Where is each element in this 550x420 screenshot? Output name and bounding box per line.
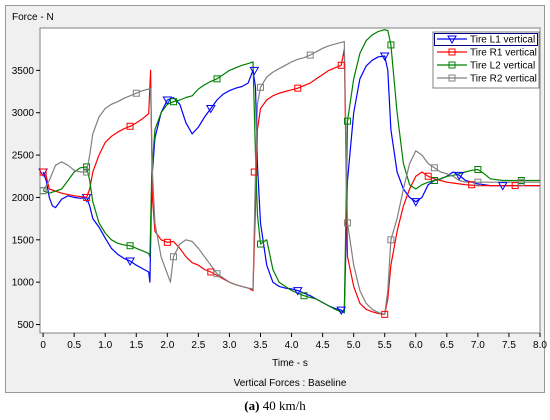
data-point-marker — [249, 66, 260, 76]
legend-label: Tire L2 vertical — [470, 61, 535, 72]
legend-marker — [447, 35, 457, 45]
y-tick-label: 2500 — [12, 151, 35, 162]
x-axis: 0 0.5 1.0 1.5 2.0 2.5 3.0 3.5 4.0 4.5 5.0 5.5 6.0 6.5… — [40, 333, 547, 351]
data-point-marker — [430, 164, 438, 172]
x-axis-title: Time - s — [272, 358, 308, 369]
caption-label: (a) — [244, 398, 260, 413]
y-tick-label: 3500 — [12, 66, 35, 77]
data-point-marker — [424, 172, 432, 180]
data-point-marker — [125, 257, 135, 266]
x-tick-label: 0 — [40, 340, 46, 351]
data-point-marker — [343, 219, 351, 227]
data-point-marker — [83, 168, 91, 176]
legend-marker — [448, 48, 456, 56]
x-tick-label: 5.5 — [378, 340, 392, 351]
data-point-marker — [497, 182, 508, 191]
x-tick-label: 1.0 — [98, 340, 112, 351]
data-point-marker — [83, 193, 91, 201]
data-point-marker — [83, 163, 91, 171]
series-layer — [38, 29, 540, 318]
data-point-marker — [300, 292, 308, 300]
data-point-marker — [126, 242, 134, 250]
x-tick-label: 4.0 — [285, 340, 299, 351]
x-tick-label: 0.5 — [67, 340, 81, 351]
legend-label: Tire L1 vertical — [470, 35, 535, 46]
legend-label: Tire R1 vertical — [470, 48, 537, 59]
y-tick-label: 2000 — [12, 193, 35, 204]
data-point-marker — [430, 177, 438, 184]
x-tick-label: 3.0 — [222, 340, 236, 351]
x-tick-label: 7.5 — [502, 340, 516, 351]
data-point-marker — [410, 198, 421, 207]
data-point-marker — [474, 178, 482, 186]
data-point-marker — [170, 253, 178, 261]
legend-label: Tire R2 vertical — [470, 74, 537, 85]
data-point-marker — [381, 310, 389, 318]
legend-marker — [448, 74, 456, 82]
data-point-marker — [170, 98, 178, 106]
data-point-marker — [292, 287, 303, 296]
data-point-marker — [343, 117, 351, 125]
x-tick-label: 8.0 — [533, 340, 547, 351]
x-tick-label: 1.5 — [129, 340, 143, 351]
y-tick-label: 1500 — [12, 235, 35, 246]
data-point-marker — [256, 240, 264, 248]
data-point-marker — [387, 41, 395, 49]
series-line — [42, 48, 540, 315]
data-point-marker — [294, 84, 302, 92]
data-point-marker — [517, 178, 525, 186]
y-tick-label: 1000 — [12, 278, 35, 289]
y-axis: 500 1000 1500 2000 2500 3000 3500 — [12, 66, 40, 331]
data-point-marker — [306, 51, 314, 59]
figure-caption: (a) 40 km/h — [0, 398, 550, 414]
x-tick-label: 5.0 — [347, 340, 361, 351]
legend: Tire L1 vertical Tire R1 vertical Tire L2 … — [432, 31, 540, 89]
x-tick-label: 6.5 — [440, 340, 454, 351]
series-line — [42, 41, 540, 315]
data-point-marker — [162, 96, 173, 106]
data-point-marker — [250, 168, 258, 176]
data-point-marker — [336, 306, 347, 316]
data-point-marker — [256, 83, 264, 91]
data-point-marker — [213, 270, 221, 278]
data-point-marker — [205, 104, 216, 114]
data-point-marker — [39, 168, 47, 176]
legend-marker — [448, 61, 456, 69]
data-point-marker — [39, 187, 47, 195]
data-point-marker — [379, 52, 390, 61]
data-point-marker — [132, 89, 140, 97]
x-tick-label: 2.0 — [160, 340, 174, 351]
x-tick-label: 7.0 — [471, 340, 485, 351]
y-axis-title: Force - N — [12, 12, 54, 23]
data-point-marker — [163, 238, 171, 246]
data-point-marker — [213, 75, 221, 83]
data-point-marker — [337, 61, 345, 69]
chart-svg: Force - N Time - s Vertical Forces : Bas… — [12, 12, 548, 389]
data-point-marker — [474, 165, 482, 173]
x-tick-label: 4.5 — [316, 340, 330, 351]
legend-selection — [434, 33, 538, 46]
data-point-marker — [126, 122, 134, 130]
data-point-marker — [454, 171, 465, 181]
caption-text: 40 km/h — [259, 398, 306, 413]
x-tick-label: 6.0 — [409, 340, 423, 351]
y-tick-label: 3000 — [12, 108, 35, 119]
x-tick-label: 2.5 — [191, 340, 205, 351]
x-tick-label: 3.5 — [254, 340, 268, 351]
data-point-marker — [387, 236, 395, 244]
chart-subtitle: Vertical Forces : Baseline — [234, 378, 347, 389]
y-tick-label: 500 — [17, 320, 34, 331]
